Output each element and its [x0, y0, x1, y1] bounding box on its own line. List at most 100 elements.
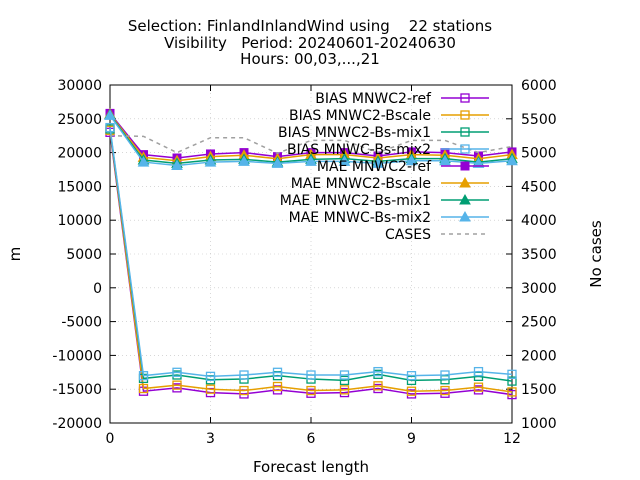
data-point	[138, 371, 149, 381]
y-tick-label: 25000	[57, 112, 102, 128]
legend-label: BIAS MNWC2-ref	[315, 91, 432, 107]
data-point	[306, 370, 316, 380]
legend-entry-3: BIAS MNWC-Bs-mix2	[287, 142, 489, 158]
legend-entry-5: MAE MNWC2-Bscale	[291, 176, 489, 192]
data-point	[138, 383, 149, 394]
legend-label: BIAS MNWC-Bs-mix2	[287, 142, 431, 158]
data-point	[339, 370, 350, 380]
x-tick-label: 6	[307, 431, 316, 447]
y-tick-label: -5000	[61, 315, 102, 331]
legend-marker	[460, 161, 470, 171]
data-point	[473, 382, 484, 392]
data-point	[472, 157, 485, 168]
data-point	[238, 155, 250, 166]
series-line	[109, 132, 513, 396]
legend-entry-1: BIAS MNWC2-Bscale	[289, 108, 489, 124]
legend-entry-0: BIAS MNWC2-ref	[315, 91, 489, 107]
y2-tick-label: 3000	[521, 281, 557, 297]
y-tick-label: -15000	[52, 382, 102, 398]
legend-label: BIAS MNWC2-Bs-mix1	[278, 125, 431, 141]
legend-marker	[459, 176, 471, 188]
data-point	[339, 385, 350, 395]
data-point	[440, 385, 450, 396]
y2-tick-label: 4000	[521, 213, 557, 229]
y2-tick-label: 5500	[521, 112, 557, 128]
y2-tick-label: 4500	[521, 179, 557, 195]
y-tick-label: 0	[93, 281, 102, 297]
data-point	[305, 155, 317, 166]
legend-entry-2: BIAS MNWC2-Bs-mix1	[278, 125, 489, 141]
legend-label: MAE MNWC2-Bs-mix1	[280, 193, 431, 209]
y-tick-label: 20000	[57, 146, 102, 162]
data-point	[338, 155, 351, 166]
series-line	[109, 128, 513, 382]
y-axis-label: m	[6, 247, 24, 262]
data-point	[205, 371, 216, 382]
legend-label: CASES	[385, 227, 431, 243]
legend-marker	[460, 127, 470, 137]
y-tick-label: 5000	[66, 247, 102, 263]
y2-axis-label: No cases	[587, 220, 605, 288]
y-tick-label: 10000	[57, 213, 102, 229]
legend-marker	[460, 93, 470, 103]
y-tick-label: 30000	[57, 78, 102, 94]
series-3	[105, 122, 517, 382]
y2-tick-label: 2500	[521, 315, 557, 331]
legend-label: MAE MNWC2-ref	[317, 159, 432, 175]
data-point	[271, 157, 284, 168]
legend-label: BIAS MNWC2-Bscale	[289, 108, 431, 124]
data-point	[306, 385, 316, 396]
data-point	[137, 156, 150, 167]
data-point	[405, 154, 418, 166]
y2-tick-label: 3500	[521, 247, 557, 263]
data-point	[105, 122, 115, 133]
x-tick-label: 12	[503, 431, 521, 447]
data-point	[439, 154, 451, 166]
data-point	[373, 381, 383, 391]
legend-marker	[459, 193, 471, 205]
legend-entry-8: CASES	[385, 227, 489, 243]
data-point	[239, 370, 249, 380]
data-point	[272, 381, 283, 392]
data-point	[272, 367, 283, 377]
legend-marker	[459, 210, 471, 222]
data-point	[440, 370, 450, 380]
data-point	[406, 386, 417, 396]
data-point	[104, 109, 116, 120]
legend-label: MAE MNWC2-Bscale	[291, 176, 431, 192]
data-point	[506, 154, 518, 166]
legend-entry-6: MAE MNWC2-Bs-mix1	[280, 193, 489, 209]
title-line-2: Visibility Period: 20240601-20240630	[164, 34, 456, 52]
data-point	[507, 369, 517, 379]
data-point	[406, 371, 417, 381]
series-layer	[104, 108, 518, 400]
data-point	[172, 380, 182, 390]
series-line	[109, 130, 513, 393]
axes: 0 3 6 9 12 -20000 -15000 -10000 -5000 0 5000 10000 1…	[52, 78, 556, 447]
data-point	[339, 375, 350, 386]
title-line-1: Selection: FinlandInlandWind using 22 st…	[128, 17, 492, 35]
data-point	[507, 376, 517, 386]
y2-tick-label: 1000	[521, 416, 557, 432]
x-tick-label: 3	[206, 431, 215, 447]
chart-title: Selection: FinlandInlandWind using 22 st…	[128, 17, 492, 68]
data-point	[373, 366, 383, 377]
x-axis-label: Forecast length	[253, 458, 369, 476]
series-line	[109, 127, 513, 378]
series-0	[105, 127, 517, 400]
y-tick-label: 15000	[57, 179, 102, 195]
legend-entry-7: MAE MNWC-Bs-mix2	[289, 210, 489, 226]
legend-label: MAE MNWC-Bs-mix2	[289, 210, 431, 226]
y2-tick-label: 2000	[521, 348, 557, 364]
data-point	[507, 387, 517, 397]
data-point	[239, 385, 249, 396]
y-tick-label: -10000	[52, 348, 102, 364]
legend-marker	[460, 110, 470, 120]
data-point	[172, 367, 182, 377]
title-line-3: Hours: 00,03,...,21	[240, 50, 380, 68]
data-point	[171, 159, 183, 170]
y2-tick-label: 5000	[521, 146, 557, 162]
legend-marker	[460, 144, 470, 154]
